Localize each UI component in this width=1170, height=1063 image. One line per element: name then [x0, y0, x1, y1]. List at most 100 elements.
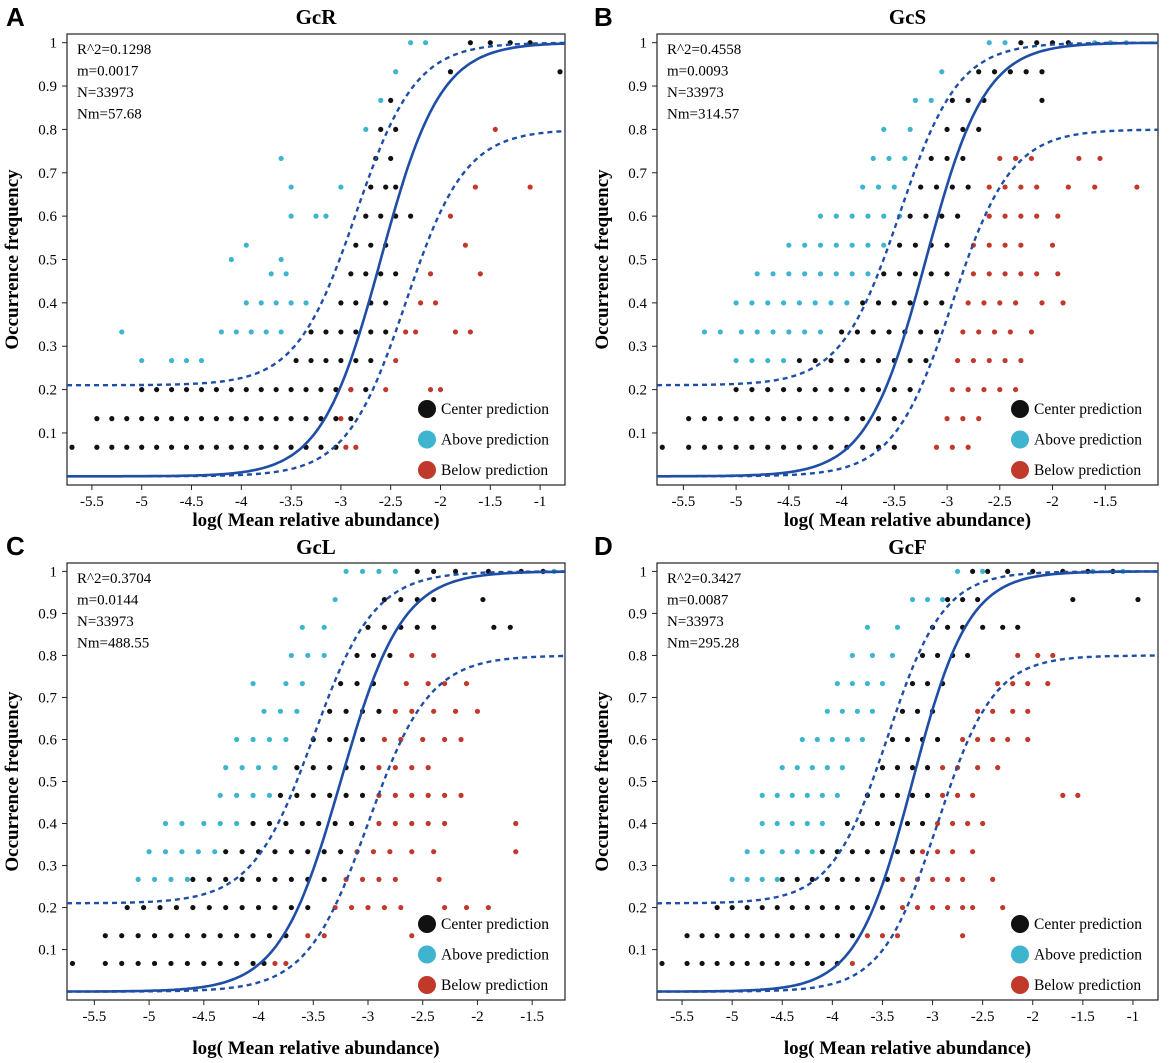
below-prediction-point [409, 820, 415, 827]
y-tick-label: 0.1 [628, 426, 647, 442]
center-prediction-point [684, 933, 690, 939]
above-prediction-point [802, 329, 808, 335]
center-prediction-point [896, 271, 903, 277]
below-prediction-point [849, 960, 855, 967]
center-prediction-point [1039, 69, 1045, 75]
center-prediction-point [217, 960, 223, 967]
above-prediction-point [909, 596, 916, 603]
y-tick-label: 0.4 [38, 296, 57, 312]
center-prediction-point [924, 680, 931, 687]
legend-label: Above prediction [441, 947, 549, 964]
center-prediction-point [557, 69, 563, 75]
below-prediction-point [387, 849, 393, 855]
x-tick-label: -5 [135, 494, 148, 510]
y-tick-label: 0.1 [38, 426, 57, 442]
x-tick-label: -3.5 [279, 494, 303, 510]
center-prediction-point [955, 213, 961, 219]
below-prediction-point [467, 329, 473, 335]
above-prediction-point [844, 300, 850, 306]
legend-label: Center prediction [441, 401, 549, 418]
below-prediction-point [997, 386, 1003, 393]
center-prediction-point [970, 568, 976, 575]
center-prediction-point [393, 271, 399, 277]
x-tick-label: -5.5 [671, 494, 695, 510]
x-tick-label: -4.5 [180, 494, 204, 510]
center-prediction-point [714, 904, 720, 911]
y-tick-label: 0.8 [38, 122, 57, 138]
center-prediction-point [849, 849, 855, 855]
x-tick-label: -4 [826, 1009, 839, 1025]
series-below [849, 652, 1081, 967]
center-prediction-point [201, 933, 207, 939]
below-prediction-point [934, 820, 941, 827]
below-prediction-point [965, 820, 971, 827]
below-prediction-point [990, 708, 996, 714]
y-tick-label: 1 [50, 36, 58, 52]
center-prediction-point [839, 876, 845, 883]
legend-label: Below prediction [441, 462, 548, 479]
center-prediction-point [912, 242, 919, 248]
center-prediction-point [875, 300, 882, 306]
x-tick-label: -3.5 [301, 1009, 325, 1025]
center-prediction-point [201, 960, 207, 967]
plot-area [67, 568, 565, 993]
below-prediction-point [474, 708, 481, 714]
center-prediction-point [779, 876, 785, 883]
center-prediction-point [303, 416, 309, 422]
center-prediction-point [686, 416, 692, 422]
above-prediction-point [183, 357, 190, 364]
center-prediction-point [124, 904, 130, 911]
center-prediction-point [363, 386, 369, 393]
center-prediction-point [318, 386, 324, 393]
center-prediction-point [168, 960, 174, 967]
center-prediction-point [789, 904, 795, 911]
y-tick-label: 0.6 [628, 732, 647, 748]
x-tick-label: -3 [335, 494, 348, 510]
center-prediction-point [789, 960, 795, 967]
above-prediction-point [313, 213, 319, 219]
center-prediction-point [243, 444, 249, 450]
center-prediction-point [774, 933, 780, 939]
x-tick-label: -4.5 [777, 494, 801, 510]
chart-title: GcR [296, 5, 338, 29]
upper-confidence-curve [67, 41, 565, 387]
fit-statistic: m=0.0087 [667, 593, 729, 609]
center-prediction-point [213, 386, 219, 393]
above-prediction-point [774, 820, 780, 827]
center-prediction-point [250, 933, 256, 939]
center-prediction-point [383, 329, 389, 335]
legend-label: Below prediction [441, 977, 548, 994]
above-prediction-point [779, 765, 785, 771]
center-prediction-point [327, 765, 333, 771]
above-prediction-point [184, 876, 190, 883]
below-prediction-point [458, 792, 464, 798]
center-prediction-point [864, 904, 871, 911]
x-tick-label: -5.5 [670, 1009, 694, 1025]
above-prediction-point [829, 736, 835, 743]
x-tick-label: -1 [534, 494, 547, 510]
below-prediction-point [376, 765, 382, 771]
below-prediction-point [472, 184, 478, 190]
center-prediction-point [860, 357, 866, 364]
y-tick-label: 0.5 [38, 775, 57, 791]
legend-label: Below prediction [1034, 977, 1141, 994]
below-prediction-point [944, 904, 951, 911]
below-prediction-point [392, 708, 398, 714]
center-prediction-point [119, 960, 125, 967]
below-prediction-point [939, 792, 946, 798]
center-prediction-point [918, 184, 924, 190]
above-prediction-point [891, 184, 897, 190]
center-prediction-point [348, 416, 354, 422]
below-prediction-point [1034, 213, 1040, 219]
center-prediction-point [844, 820, 850, 827]
below-prediction-point [392, 876, 398, 883]
center-prediction-point [323, 357, 329, 364]
y-tick-label: 0.5 [38, 253, 57, 269]
center-prediction-point [69, 960, 76, 967]
above-prediction-point [765, 357, 771, 364]
below-prediction-point [398, 736, 404, 743]
panel-letter: C [6, 531, 25, 561]
fit-statistic: m=0.0093 [667, 64, 728, 80]
below-prediction-point [975, 708, 981, 714]
